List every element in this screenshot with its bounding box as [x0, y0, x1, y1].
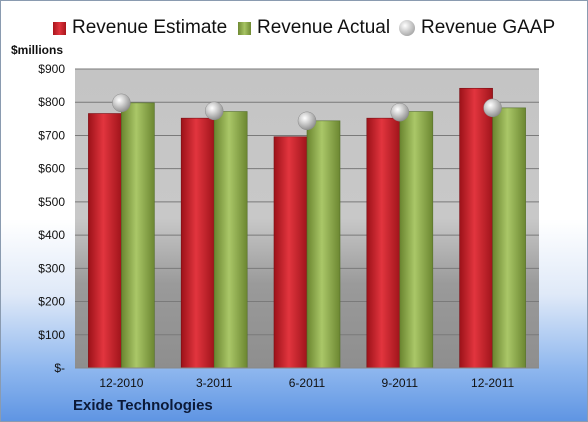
bar-revenue-estimate	[459, 87, 493, 369]
bar-revenue-estimate	[88, 113, 122, 369]
legend-item-gaap: Revenue GAAP	[399, 15, 555, 41]
y-tick-label: $400	[38, 228, 65, 242]
bar-revenue-actual	[492, 107, 526, 369]
marker-revenue-gaap	[390, 102, 410, 122]
bar-revenue-actual	[399, 111, 434, 369]
bars	[88, 87, 526, 369]
estimate-swatch-icon	[53, 21, 66, 35]
bar-revenue-estimate	[366, 117, 401, 369]
x-tick-label: 12-2010	[99, 376, 143, 390]
marker-revenue-gaap	[112, 93, 131, 113]
gaap-sphere-icon	[399, 20, 415, 36]
bar-revenue-actual	[213, 111, 248, 369]
x-tick-label: 12-2011	[471, 376, 514, 390]
legend-item-actual: Revenue Actual	[238, 15, 390, 41]
bar-revenue-estimate	[180, 117, 215, 369]
y-tick-label: $-	[54, 361, 65, 375]
unit-label: $millions	[11, 43, 64, 57]
y-tick-label: $600	[38, 162, 65, 176]
bar-revenue-actual	[306, 120, 341, 369]
legend-item-estimate: Revenue Estimate	[53, 15, 227, 41]
x-tick-label: 3-2011	[196, 376, 233, 390]
x-tick-label: 9-2011	[382, 376, 419, 390]
y-tick-label: $800	[38, 95, 65, 109]
y-tick-label: $900	[38, 62, 65, 76]
y-tick-label: $100	[38, 328, 65, 342]
y-tick-label: $500	[38, 195, 65, 209]
y-tick-label: $700	[38, 128, 65, 142]
actual-swatch-icon	[238, 21, 251, 35]
gaap-markers	[112, 93, 502, 131]
bar-revenue-actual	[121, 102, 155, 369]
y-tick-label: $200	[38, 295, 65, 309]
y-axis-ticks: $- $100 $200 $300 $400 $500 $600 $700 $800 $900	[38, 62, 65, 375]
x-axis-ticks: 12-2010 3-2011 6-2011 9-2011 12-2011	[99, 376, 514, 390]
bar-revenue-estimate	[273, 136, 308, 369]
marker-revenue-gaap	[483, 98, 502, 118]
y-tick-label: $300	[38, 261, 65, 275]
marker-revenue-gaap	[204, 101, 224, 121]
marker-revenue-gaap	[297, 111, 317, 131]
x-tick-label: 6-2011	[289, 376, 326, 390]
legend-label-gaap: Revenue GAAP	[421, 17, 556, 38]
legend-label-estimate: Revenue Estimate	[72, 17, 228, 38]
legend: Revenue Estimate Revenue Actual Revenue …	[1, 15, 587, 41]
company-name: Exide Technologies	[73, 397, 213, 414]
legend-label-actual: Revenue Actual	[257, 17, 391, 38]
